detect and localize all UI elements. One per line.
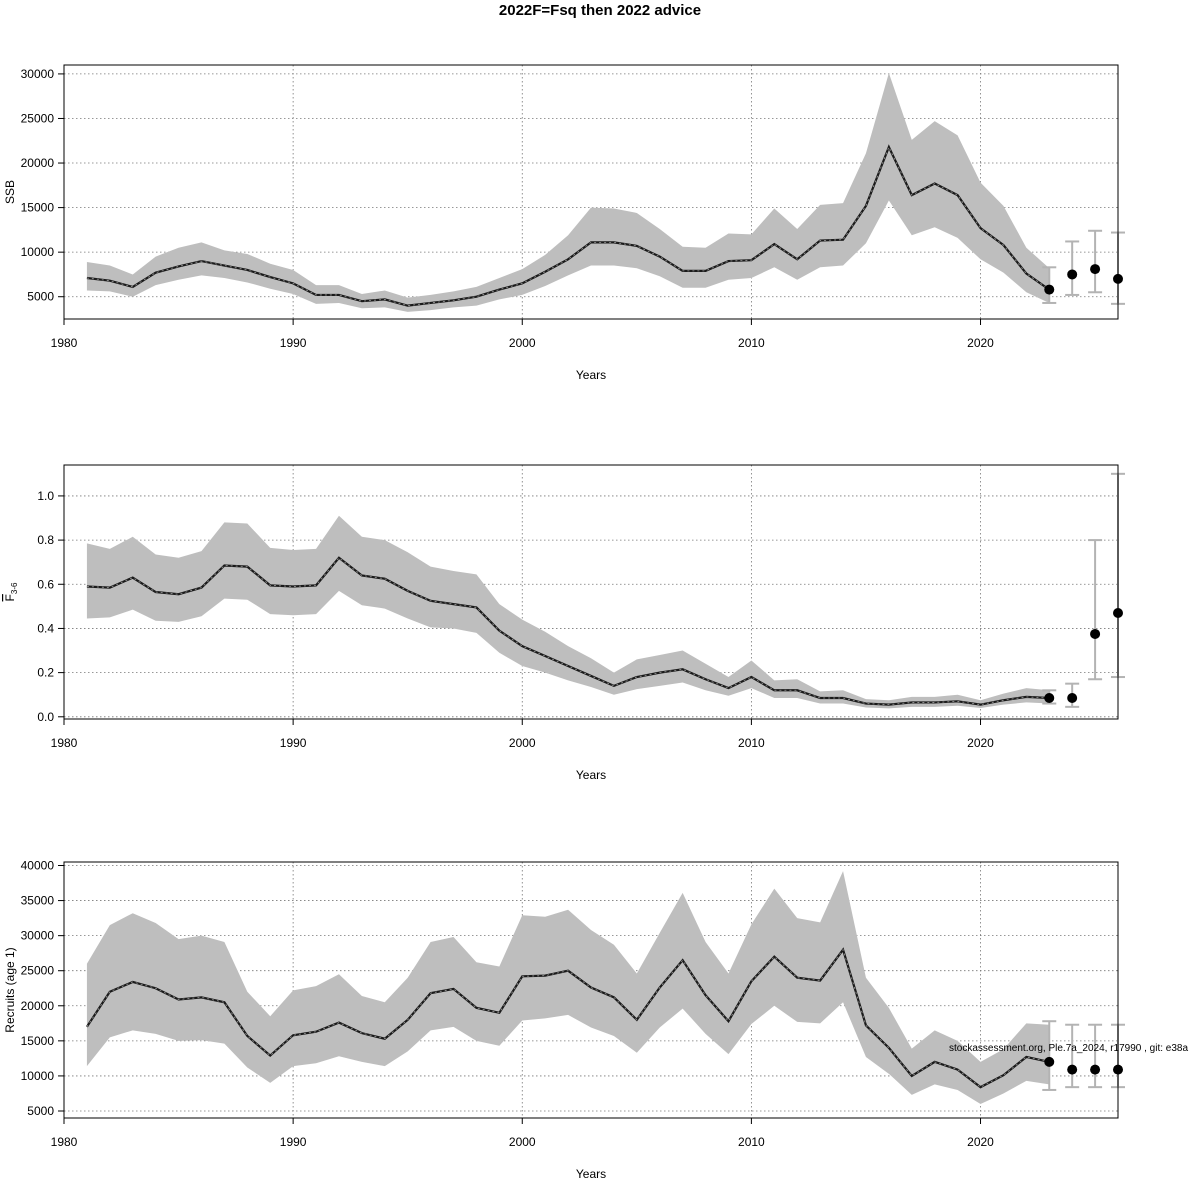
- y-tick-label: 0.6: [37, 577, 54, 591]
- forecast-point: [1090, 264, 1101, 275]
- y-tick-label: 30000: [21, 67, 55, 81]
- x-tick-label: 2010: [738, 736, 765, 750]
- chart-title: 2022F=Fsq then 2022 advice: [498, 2, 702, 19]
- y-tick-label: 15000: [21, 201, 55, 215]
- chart-panel-3: 5000 10000 15000 20000 25000 30000 35000 40000 1…: [3, 859, 1125, 1181]
- estimate-line-dash: [86, 557, 1050, 706]
- forecast-point: [1090, 628, 1101, 639]
- forecast-point: [1044, 284, 1055, 295]
- x-axis-title: Years: [576, 768, 606, 782]
- y-tick-label: 30000: [21, 929, 55, 943]
- forecast-point: [1067, 693, 1078, 704]
- x-tick-label: 2020: [967, 736, 994, 750]
- plot-frame: [63, 861, 1119, 1119]
- y-tick-label: 10000: [21, 245, 55, 259]
- confidence-band: [86, 871, 1050, 1104]
- estimate-line: [86, 144, 1050, 307]
- x-tick-label: 1990: [280, 336, 307, 350]
- y-tick-label: 20000: [21, 999, 55, 1013]
- y-axis-title: SSB: [3, 180, 17, 204]
- x-axis-title: Years: [576, 368, 606, 382]
- forecast-point: [1067, 269, 1078, 280]
- x-tick-label: 2010: [738, 336, 765, 350]
- y-tick-label: 25000: [21, 111, 55, 125]
- forecast-point: [1044, 1056, 1055, 1067]
- y-tick-label: 0.2: [37, 666, 54, 680]
- x-tick-label: 2000: [509, 1135, 536, 1149]
- x-axis-title: Years: [576, 1167, 606, 1181]
- x-tick-label: 1990: [280, 1135, 307, 1149]
- y-tick-label: 25000: [21, 964, 55, 978]
- forecast-errorbar: [1088, 539, 1103, 681]
- y-tick-label: 1.0: [37, 489, 54, 503]
- y-tick-label: 10000: [21, 1069, 55, 1083]
- plot-frame: [63, 64, 1119, 320]
- plot-frame: [63, 464, 1119, 720]
- forecast-errorbar: [1042, 1020, 1057, 1091]
- y-tick-label: 20000: [21, 156, 55, 170]
- forecast-point: [1090, 1064, 1101, 1075]
- forecast-point: [1067, 1064, 1078, 1075]
- x-tick-label: 1980: [51, 1135, 78, 1149]
- x-tick-label: 2020: [967, 336, 994, 350]
- x-tick-label: 2020: [967, 1135, 994, 1149]
- y-axis-title: Recruits (age 1): [3, 947, 17, 1032]
- x-tick-label: 1980: [51, 736, 78, 750]
- y-tick-label: 0.4: [37, 621, 54, 635]
- y-tick-label: 0.0: [37, 710, 54, 724]
- x-tick-label: 2000: [509, 736, 536, 750]
- x-tick-label: 1990: [280, 736, 307, 750]
- x-tick-label: 2000: [509, 336, 536, 350]
- forecast-errorbar: [1088, 1023, 1103, 1089]
- forecast-point: [1044, 693, 1055, 704]
- y-tick-label: 40000: [21, 859, 55, 873]
- forecast-errorbar: [1088, 229, 1103, 294]
- confidence-band: [86, 515, 1050, 709]
- estimate-line-dash: [86, 948, 1050, 1088]
- y-axis-title: F3-6: [3, 582, 19, 601]
- forecast-errorbar: [1065, 1023, 1080, 1089]
- watermark-text: stockassessment.org, Ple.7a_2024, r17990…: [949, 1043, 1188, 1054]
- forecast-errorbar: [1065, 240, 1080, 296]
- x-tick-label: 2010: [738, 1135, 765, 1149]
- y-tick-label: 15000: [21, 1034, 55, 1048]
- confidence-band: [86, 73, 1050, 312]
- y-tick-label: 35000: [21, 894, 55, 908]
- y-tick-label: 0.8: [37, 533, 54, 547]
- x-tick-label: 1980: [51, 336, 78, 350]
- y-tick-label: 5000: [27, 1104, 54, 1118]
- chart-panel-2: 0.0 0.2 0.4 0.6 0.8 1.0 1980 1990 2000 2010 2020 Ye…: [3, 464, 1125, 782]
- chart-panel-1: 5000 10000 15000 20000 25000 30000 1980 1990 200…: [3, 64, 1125, 382]
- y-tick-label: 5000: [27, 290, 54, 304]
